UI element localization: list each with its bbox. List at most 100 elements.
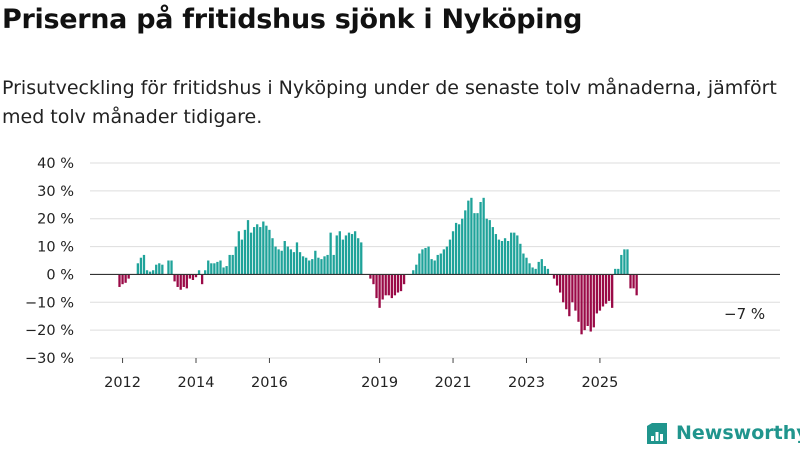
bar [479,202,482,275]
bar [308,260,311,275]
bar [142,254,146,275]
bar [182,274,185,287]
y-tick-label: 10 % [37,240,74,256]
bar [305,257,308,275]
bar [571,274,574,303]
y-axis-tick-labels: 40 % 30 % 20 % 10 % 0 % −10 % −20 % −30 % [25,156,74,367]
bar [152,270,155,275]
bar [436,254,439,275]
bar [595,274,599,314]
bar [136,263,140,275]
bar [510,232,513,275]
y-tick-label: 20 % [37,212,74,228]
bar [320,259,323,275]
bar [124,274,127,283]
bar [565,274,568,310]
bar [516,235,519,275]
bar [329,232,332,275]
bar [155,264,158,275]
brand-name: Newsworthy [676,422,800,444]
bar [568,274,571,317]
bar [231,254,234,275]
bar [470,197,473,275]
bar [555,274,559,286]
bar [393,274,397,296]
bar [158,263,161,275]
bar [200,274,204,285]
bar [167,260,170,275]
bar [580,274,583,335]
bar [540,259,543,275]
x-tick-label: 2019 [361,375,398,391]
bar [249,232,253,275]
bar [252,227,256,275]
bar [314,250,317,275]
bar [476,213,479,275]
y-tick-label: 40 % [37,156,74,172]
bar [384,274,387,296]
bar [341,239,345,275]
bar [546,268,550,275]
bar [574,274,577,311]
bar [421,249,424,275]
bar [620,254,623,275]
bar [219,260,222,275]
bar [485,218,488,275]
bar [451,231,455,275]
bar [399,274,403,292]
bar [234,246,237,275]
bar [412,270,415,275]
bar [601,274,605,307]
bar [127,274,130,279]
bar [506,241,510,275]
bar [387,274,390,296]
y-tick-label: 30 % [37,184,74,200]
x-axis: 2012 2014 2016 2019 2021 2023 2025 [104,358,618,391]
y-tick-label: −20 % [25,323,74,339]
bar [256,224,259,275]
bar [378,274,381,308]
bar [369,274,372,279]
bar [390,274,393,299]
bar [335,235,338,275]
bar [424,247,427,275]
bar [439,253,442,275]
newsworthy-logo-icon [647,423,667,444]
bar [292,252,296,275]
bar [534,268,537,275]
bar [283,241,286,275]
bar [274,246,277,275]
bar [170,260,173,275]
last-value-annotation: −7 % [724,305,765,323]
bar [381,274,384,300]
bar [118,274,121,287]
bar [204,270,207,275]
bar [623,249,626,275]
bar [213,263,216,275]
bar [210,263,213,275]
bar [592,274,595,328]
bar [194,274,198,278]
bar [537,261,540,275]
bar [461,218,464,275]
bar [464,210,467,275]
bar [614,268,617,275]
bar [237,231,240,275]
x-tick-label: 2025 [581,375,618,391]
bar [179,274,182,290]
bar [191,274,195,280]
bar [497,239,501,275]
bar [418,253,421,275]
bar [491,227,494,275]
x-tick-label: 2021 [435,375,472,391]
bar [161,264,164,275]
bar [350,234,354,275]
bar [375,274,378,299]
bar [402,274,406,285]
bar [528,263,531,275]
bar [604,274,608,304]
bar [197,270,201,275]
bar [617,268,620,275]
bar [467,200,470,275]
